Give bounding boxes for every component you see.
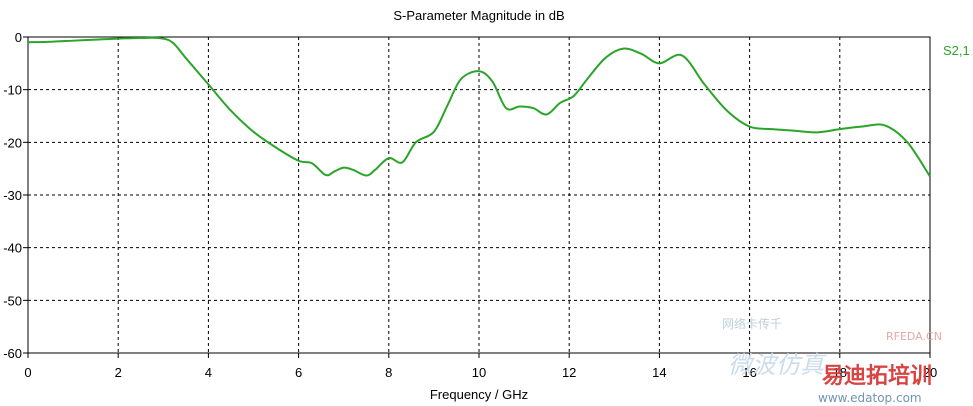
x-tick-label: 16 <box>742 365 756 380</box>
y-tick-label: -20 <box>3 135 22 150</box>
x-axis-ticks: 0 2 4 6 8 10 12 14 16 18 20 <box>24 353 937 380</box>
y-tick-label: -10 <box>3 83 22 98</box>
grid-lines <box>28 37 930 353</box>
chart-title: S-Parameter Magnitude in dB <box>393 8 564 23</box>
x-tick-label: 6 <box>295 365 302 380</box>
x-tick-label: 4 <box>205 365 212 380</box>
y-tick-label: -50 <box>3 293 22 308</box>
watermark: 网络卡传千 RFEDA.CN 微波仿真 易迪拓培训 www.edatop.com <box>722 316 942 405</box>
y-tick-label: -60 <box>3 346 22 361</box>
watermark-faint-top: 网络卡传千 <box>722 316 782 331</box>
x-tick-label: 10 <box>472 365 486 380</box>
watermark-url: www.edatop.com <box>818 391 922 405</box>
series-line-s21 <box>27 36 931 178</box>
x-tick-label: 12 <box>562 365 576 380</box>
watermark-rfeda: RFEDA.CN <box>886 330 942 343</box>
watermark-faint-bottom: 微波仿真 <box>728 351 827 379</box>
x-tick-label: 0 <box>24 365 31 380</box>
legend-entry-s21: S2,1 <box>943 43 970 58</box>
y-axis-ticks: 0 -10 -20 -30 -40 -50 -60 <box>3 30 28 361</box>
x-tick-label: 20 <box>923 365 937 380</box>
y-tick-label: -40 <box>3 241 22 256</box>
y-tick-label: 0 <box>15 30 22 45</box>
watermark-brand: 易迪拓培训 <box>822 363 932 389</box>
x-tick-label: 2 <box>115 365 122 380</box>
x-axis-label: Frequency / GHz <box>430 387 528 402</box>
x-tick-label: 8 <box>385 365 392 380</box>
series-layer <box>27 36 931 178</box>
x-tick-label: 18 <box>833 365 847 380</box>
y-tick-label: -30 <box>3 188 22 203</box>
x-tick-label: 14 <box>652 365 666 380</box>
